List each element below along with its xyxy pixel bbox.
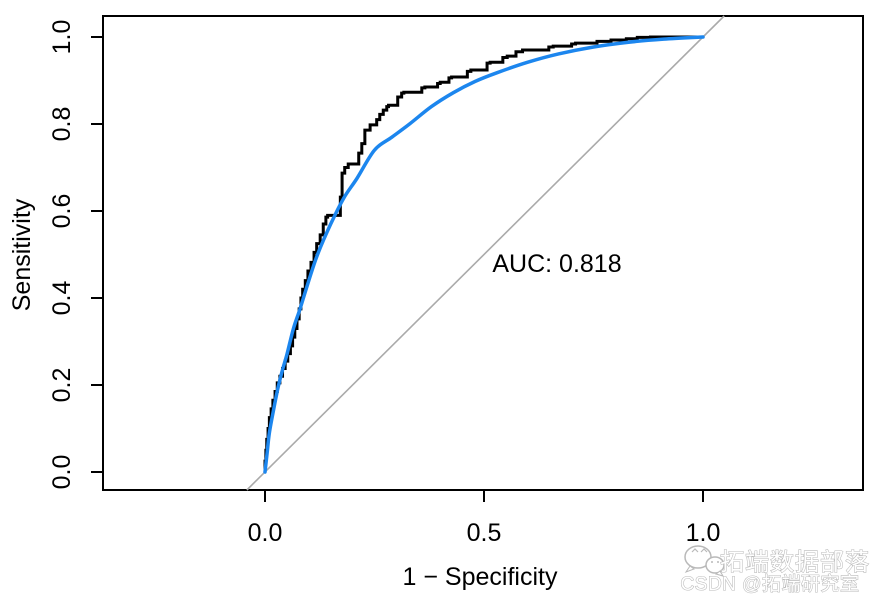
auc-annotation: AUC: 0.818: [492, 250, 621, 278]
x-tick-label: 1.0: [686, 519, 721, 547]
watermark-csdn-text: CSDN @拓端研究室: [681, 573, 860, 595]
y-axis-ticks: 0.0 0.2 0.4 0.6 0.8 1.0: [48, 20, 103, 490]
y-tick-label: 0.2: [48, 368, 76, 403]
chance-diagonal-line: [246, 15, 725, 491]
roc-curves: [246, 15, 725, 491]
smoothed-roc-curve: [263, 35, 705, 474]
y-tick-label: 0.4: [48, 281, 76, 316]
y-tick-label: 0.6: [48, 194, 76, 229]
watermark: 拓端数据部落 CSDN @拓端研究室: [680, 545, 870, 596]
x-tick-label: 0.5: [467, 519, 502, 547]
y-tick-label: 1.0: [48, 20, 76, 55]
plot-box: [102, 15, 864, 491]
wechat-icon: [684, 545, 725, 577]
y-tick-label: 0.0: [48, 455, 76, 490]
x-axis-title: 1 − Specificity: [403, 563, 558, 591]
x-axis-ticks: 0.0 0.5 1.0: [248, 490, 721, 547]
x-tick-label: 0.0: [248, 519, 283, 547]
y-axis-title: Sensitivity: [8, 198, 36, 311]
y-tick-label: 0.8: [48, 107, 76, 142]
watermark-brand-text: 拓端数据部落: [720, 549, 870, 576]
